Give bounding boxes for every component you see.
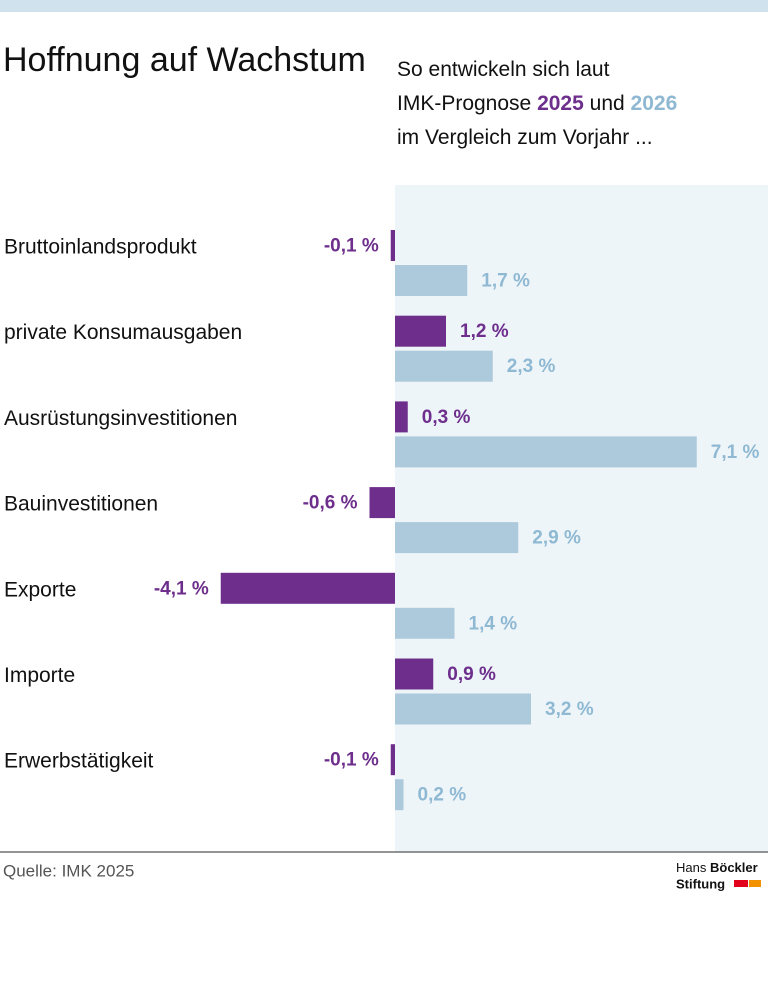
bar bbox=[395, 693, 531, 725]
value-label: 1,2 % bbox=[460, 321, 509, 342]
category-label: private Konsumausgaben bbox=[4, 321, 242, 344]
legend-entry: 2026 bbox=[631, 92, 678, 115]
bar bbox=[390, 230, 395, 261]
value-label: -0,1 % bbox=[324, 750, 379, 771]
category-label: Erwerbstätigkeit bbox=[4, 750, 154, 773]
bar bbox=[390, 744, 395, 776]
source: Quelle: IMK 2025 bbox=[3, 861, 134, 880]
value-label: 0,3 % bbox=[422, 407, 471, 428]
chart-title: Hoffnung auf Wachstum bbox=[3, 41, 366, 79]
subtitle: So entwickeln sich laut bbox=[397, 58, 610, 81]
value-label: 1,4 % bbox=[469, 613, 518, 634]
value-label: 7,1 % bbox=[711, 442, 760, 463]
logo-mark bbox=[749, 880, 761, 887]
category-label: Bruttoinlandsprodukt bbox=[4, 236, 197, 259]
subtitle-text: IMK-Prognose bbox=[397, 92, 531, 115]
bar bbox=[395, 436, 697, 468]
subtitle: im Vergleich zum Vorjahr ... bbox=[397, 126, 653, 149]
value-label: 2,3 % bbox=[507, 356, 556, 377]
value-label: 2,9 % bbox=[532, 528, 581, 549]
bar bbox=[395, 522, 519, 554]
value-label: -4,1 % bbox=[154, 578, 209, 599]
value-label: 0,2 % bbox=[418, 785, 467, 806]
value-label: 1,7 % bbox=[481, 271, 530, 292]
bar bbox=[395, 265, 468, 296]
bar bbox=[220, 572, 395, 604]
bar bbox=[395, 401, 408, 433]
category-label: Exporte bbox=[4, 578, 76, 601]
value-label: -0,1 % bbox=[324, 236, 379, 257]
logo-text: Böckler bbox=[710, 860, 758, 875]
positive-panel bbox=[395, 185, 768, 852]
value-label: 0,9 % bbox=[447, 664, 496, 685]
logo: Hans Böckler bbox=[676, 860, 758, 875]
subtitle: IMK-Prognose 2025 und 2026 bbox=[397, 92, 677, 115]
logo-text: Hans bbox=[676, 860, 707, 875]
value-label: -0,6 % bbox=[303, 493, 358, 514]
category-label: Ausrüstungsinvestitionen bbox=[4, 407, 237, 430]
bar bbox=[395, 350, 493, 382]
subtitle-text: und bbox=[590, 92, 625, 115]
bar bbox=[395, 658, 434, 690]
bar bbox=[369, 487, 395, 519]
logo-mark bbox=[734, 880, 748, 887]
logo: Stiftung bbox=[676, 876, 725, 891]
category-label: Bauinvestitionen bbox=[4, 493, 158, 516]
bar bbox=[395, 607, 455, 639]
bar bbox=[395, 779, 404, 811]
category-label: Importe bbox=[4, 664, 75, 687]
subtitle-text: im Vergleich zum Vorjahr ... bbox=[397, 126, 653, 149]
value-label: 3,2 % bbox=[545, 699, 594, 720]
bar bbox=[395, 315, 446, 347]
top-band bbox=[0, 0, 768, 12]
legend-entry: 2025 bbox=[537, 92, 584, 115]
subtitle-text: So entwickeln sich laut bbox=[397, 58, 610, 81]
